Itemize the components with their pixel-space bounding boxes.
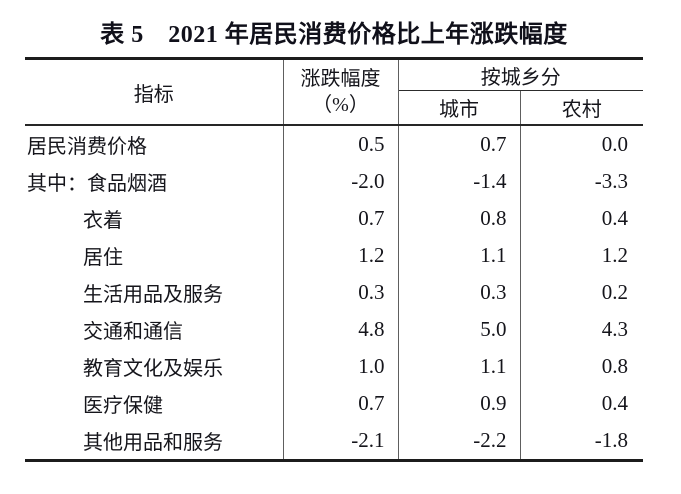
header-change-percent: 涨跌幅度 （%） [283,58,399,126]
indicator-cell: 衣着 [25,200,284,237]
urban-value-cell: 0.8 [398,200,521,237]
table-header: 指标 涨跌幅度 （%） 按城乡分 城市 农村 [25,58,643,126]
urban-value-cell: 1.1 [398,348,521,385]
urban-value-cell: -2.2 [398,422,521,461]
urban-value-cell: -1.4 [398,163,521,200]
rural-value-cell: -3.3 [594,169,628,193]
header-change-line2: （%） [312,94,369,116]
table-row: 医疗保健 0.7 0.9 0.4 [25,385,643,422]
change-percent-cell: 1.2 [283,237,399,274]
urban-value-cell: 5.0 [398,311,521,348]
rural-value-cell: 0.8 [601,354,628,378]
header-change-line1: 涨跌幅度 [300,68,381,90]
table-document: 表 5 2021 年居民消费价格比上年涨跌幅度 指标 涨跌幅度 （%） 按城乡分… [25,20,643,462]
urban-value-cell: 0.7 [398,125,521,163]
rural-value-cell: 1.2 [601,243,628,267]
change-percent-cell: -2.1 [283,422,399,461]
change-percent-cell: 0.3 [283,274,399,311]
rural-value-cell: 0.2 [601,280,628,304]
indicator-cell: 居住 [25,237,284,274]
change-percent-cell: 0.5 [283,125,399,163]
header-urban: 城市 [398,90,521,126]
rural-value-cell: 0.4 [601,391,628,415]
indicator-cell: 居民消费价格 [25,125,284,163]
header-row-2: 城市 农村 [25,90,643,126]
indicator-cell: 其他用品和服务 [25,422,284,461]
header-rural: 农村 [520,90,643,126]
header-by-urban-rural: 按城乡分 [398,58,643,91]
header-row-1: 指标 涨跌幅度 （%） 按城乡分 [25,58,643,126]
table-body: 居民消费价格 0.5 0.7 0.0 其中：食品烟酒 -2.0 -1.4 -3.… [25,125,643,461]
change-percent-cell: 0.7 [283,385,399,422]
rural-value-cell: -1.8 [594,428,628,452]
indicator-cell: 生活用品及服务 [25,274,284,311]
price-change-table: 指标 涨跌幅度 （%） 按城乡分 城市 农村 居民消费价格 0.5 0.7 0.… [25,57,643,462]
table-row: 衣着 0.7 0.8 0.4 [25,200,643,237]
indicator-cell: 医疗保健 [25,385,284,422]
indicator-cell: 其中：食品烟酒 [25,163,284,200]
indicator-cell: 教育文化及娱乐 [25,348,284,385]
table-row: 其中：食品烟酒 -2.0 -1.4 -3.3 [25,163,643,200]
urban-value-cell: 0.9 [398,385,521,422]
change-percent-cell: 0.7 [283,200,399,237]
indicator-cell: 交通和通信 [25,311,284,348]
table-row: 教育文化及娱乐 1.0 1.1 0.8 [25,348,643,385]
table-row: 生活用品及服务 0.3 0.3 0.2 [25,274,643,311]
urban-value-cell: 1.1 [398,237,521,274]
urban-value-cell: 0.3 [398,274,521,311]
rural-value-cell: 4.3 [601,317,628,341]
rural-value-cell: 0.4 [601,206,628,230]
table-row: 居住 1.2 1.1 1.2 [25,237,643,274]
table-row: 居民消费价格 0.5 0.7 0.0 [25,125,643,163]
header-indicator: 指标 [25,58,284,126]
table-row: 交通和通信 4.8 5.0 4.3 [25,311,643,348]
change-percent-cell: 4.8 [283,311,399,348]
change-percent-cell: -2.0 [283,163,399,200]
change-percent-cell: 1.0 [283,348,399,385]
rural-value-cell: 0.0 [601,132,628,156]
table-title: 表 5 2021 年居民消费价格比上年涨跌幅度 [100,22,568,48]
table-row: 其他用品和服务 -2.1 -2.2 -1.8 [25,422,643,461]
